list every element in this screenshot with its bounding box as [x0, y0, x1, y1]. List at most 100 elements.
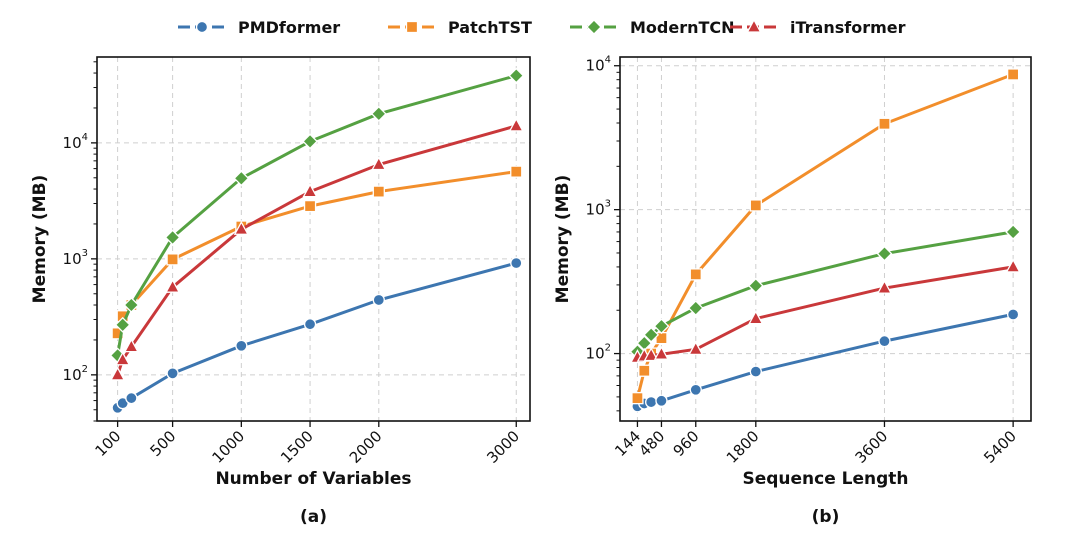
a-point-pmdformer — [303, 318, 317, 331]
a-xtick-label-3000: 3000 — [483, 427, 523, 467]
b-point-pmdformer — [878, 334, 891, 348]
a-point-patchtst — [166, 253, 179, 266]
a-point-moderntcn — [114, 316, 131, 333]
b-point-pmdformer — [655, 394, 668, 407]
a-y-axis-title: Memory (MB) — [30, 175, 50, 304]
b-ytick-label-10000: 104 — [586, 55, 611, 75]
a-point-itransformer — [123, 338, 139, 353]
legend-marker-pmdformer — [195, 20, 209, 34]
a-point-patchtst — [111, 327, 124, 340]
a-point-moderntcn — [302, 133, 318, 150]
b-point-patchtst — [638, 364, 651, 377]
a-point-pmdformer — [235, 339, 248, 352]
a-point-itransformer — [371, 156, 387, 171]
a-line-itransformer — [116, 124, 518, 377]
legend-label-pmdformer: PMDformer — [238, 18, 340, 37]
a-ytick-label-10000: 104 — [63, 132, 88, 152]
a-line-moderntcn — [116, 74, 518, 357]
a-series-itransformer — [110, 117, 524, 381]
b-point-itransformer — [653, 345, 670, 360]
b-point-itransformer — [643, 347, 659, 362]
a-series-pmdformer — [111, 256, 523, 414]
b-point-pmdformer — [645, 395, 658, 409]
a-point-moderntcn — [508, 67, 525, 84]
a-point-pmdformer — [166, 367, 179, 380]
b-point-itransformer — [688, 340, 704, 355]
a-point-itransformer — [115, 351, 131, 366]
legend-item-moderntcn: ModernTCN — [570, 18, 735, 37]
b-plot-frame — [619, 56, 1032, 422]
b-ytick-label-100: 102 — [586, 343, 611, 363]
b-ytick-label-1000: 103 — [586, 199, 611, 219]
b-panel-label: (b) — [812, 507, 840, 527]
a-point-pmdformer — [372, 293, 385, 307]
b-point-patchtst — [749, 199, 762, 212]
a-point-patchtst — [510, 165, 523, 178]
b-point-pmdformer — [749, 365, 762, 378]
a-point-moderntcn — [164, 229, 181, 246]
a-xtick-label-1000: 1000 — [208, 427, 248, 467]
a-line-patchtst — [116, 170, 518, 335]
b-series-moderntcn — [629, 224, 1022, 360]
a-ytick-label-1000: 103 — [63, 248, 88, 268]
a-point-moderntcn — [370, 105, 387, 122]
a-xtick-label-100: 100 — [91, 427, 124, 460]
b-series-pmdformer — [631, 308, 1020, 413]
b-point-patchtst — [689, 268, 702, 281]
b-xtick-label-480: 480 — [635, 427, 668, 460]
b-series-itransformer — [629, 258, 1021, 364]
legend-item-pmdformer: PMDformer — [178, 18, 340, 37]
a-plot-frame — [96, 56, 531, 422]
b-point-patchtst — [1006, 68, 1020, 81]
b-point-pmdformer — [689, 383, 702, 396]
b-point-moderntcn — [643, 326, 660, 343]
b-point-moderntcn — [653, 318, 670, 335]
b-xtick-label-1800: 1800 — [723, 427, 763, 467]
a-series-patchtst — [111, 165, 523, 340]
b-y-axis-title: Memory (MB) — [553, 175, 573, 304]
legend-marker-patchtst — [405, 20, 419, 34]
a-point-pmdformer — [510, 256, 523, 270]
a-point-itransformer — [165, 278, 181, 293]
panel-a: 100 500 1000 1500 2000 3000 102 103 104 Number of… — [30, 56, 531, 527]
legend-label-moderntcn: ModernTCN — [630, 18, 735, 37]
b-point-moderntcn — [747, 277, 764, 294]
a-series-moderntcn — [109, 67, 525, 364]
b-point-itransformer — [876, 279, 893, 294]
a-point-moderntcn — [123, 297, 140, 313]
b-point-moderntcn — [1005, 224, 1022, 240]
legend-item-patchtst: PatchTST — [388, 18, 532, 37]
legend: PMDformer PatchTST ModernTCN iTransformer — [178, 18, 906, 37]
legend-marker-itransformer — [746, 18, 762, 33]
b-point-patchtst — [631, 392, 644, 405]
b-point-moderntcn — [687, 300, 704, 317]
a-panel-label: (a) — [300, 507, 327, 527]
a-point-itransformer — [508, 117, 524, 132]
a-ytick-label-100: 102 — [63, 364, 88, 384]
b-point-moderntcn — [876, 245, 893, 262]
legend-label-itransformer: iTransformer — [790, 18, 906, 37]
b-xtick-label-5400: 5400 — [980, 427, 1020, 467]
a-xtick-label-500: 500 — [146, 427, 179, 460]
b-x-axis-title: Sequence Length — [742, 469, 908, 489]
a-point-patchtst — [303, 199, 317, 213]
b-line-moderntcn — [635, 230, 1015, 354]
a-xtick-label-1500: 1500 — [277, 427, 317, 467]
a-point-itransformer — [233, 220, 249, 235]
a-point-patchtst — [372, 185, 385, 198]
a-point-itransformer — [302, 183, 318, 198]
a-x-axis-title: Number of Variables — [215, 469, 411, 489]
a-point-pmdformer — [125, 391, 138, 405]
b-xtick-label-960: 960 — [670, 427, 703, 460]
b-xtick-label-3600: 3600 — [852, 427, 892, 467]
legend-item-itransformer: iTransformer — [730, 18, 906, 37]
a-point-moderntcn — [233, 170, 250, 187]
a-grid — [97, 57, 530, 421]
b-point-itransformer — [748, 310, 764, 325]
a-point-itransformer — [110, 366, 126, 381]
b-point-itransformer — [1005, 258, 1021, 273]
b-point-pmdformer — [1006, 308, 1020, 321]
a-xtick-label-2000: 2000 — [346, 427, 386, 467]
